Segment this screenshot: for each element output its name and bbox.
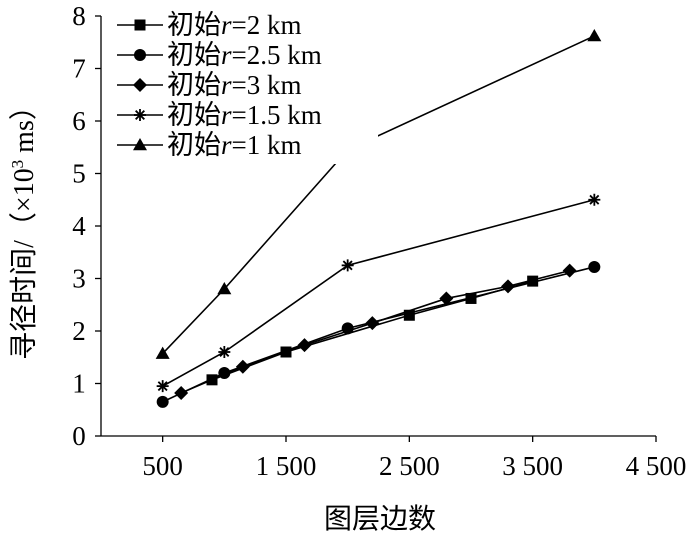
legend-marker [133, 78, 147, 92]
x-tick-label: 500 [142, 451, 183, 481]
data-point [562, 263, 577, 278]
y-tick-label: 6 [72, 106, 86, 136]
series-layer [155, 28, 602, 408]
data-point [297, 338, 312, 353]
legend-background [110, 4, 378, 164]
data-point [174, 385, 189, 400]
x-tick-label: 3 500 [502, 451, 563, 481]
series-line [162, 266, 595, 403]
series-circle [156, 260, 601, 408]
data-point [501, 279, 515, 294]
y-tick-label: 5 [72, 159, 86, 189]
y-tick-label: 8 [72, 1, 86, 31]
data-point [155, 346, 170, 359]
series-line [162, 35, 595, 355]
y-tick-label: 0 [72, 421, 86, 451]
legend-label: 初始r=3 km [167, 70, 302, 100]
data-point [341, 259, 354, 272]
legend-label: 初始r=1.5 km [167, 100, 322, 130]
x-tick-label: 2 500 [379, 451, 440, 481]
data-point [218, 346, 231, 358]
series-diamond [174, 263, 577, 400]
legend-item: 初始r=1 km [117, 130, 302, 160]
series-line [211, 280, 533, 381]
legend-item: 初始r=2 km [117, 10, 302, 40]
data-point [588, 260, 601, 273]
axes-layer: 0 1 2 3 4 5 6 7 8 500 1 500 2 500 3 500 4 500 [72, 1, 686, 481]
data-point [365, 316, 380, 331]
data-point [235, 359, 250, 374]
y-axis-title-sup: 3 [8, 160, 27, 169]
legend-item: 初始r=1.5 km [117, 100, 322, 130]
series-star [156, 193, 601, 393]
legend-marker [134, 49, 146, 61]
x-axis-title: 图层边数 [324, 503, 436, 535]
legend-marker [133, 138, 147, 151]
y-tick-label: 3 [72, 264, 86, 294]
y-tick-label: 1 [72, 369, 86, 399]
data-point [156, 380, 169, 393]
data-point [527, 275, 539, 287]
legend-label: 初始r=1 km [167, 130, 302, 160]
y-axis-title-tail: ms） [8, 92, 40, 160]
data-point [588, 193, 601, 206]
legend-item: 初始r=2.5 km [117, 40, 322, 70]
y-axis-title: 寻径时间/（×103 ms） [8, 92, 40, 360]
y-tick-label: 7 [72, 54, 86, 84]
legend-marker [134, 19, 146, 31]
legend-label: 初始r=2 km [167, 10, 302, 40]
legend-item: 初始r=3 km [117, 70, 302, 100]
data-point [439, 291, 454, 306]
x-tick-label: 4 500 [626, 451, 687, 481]
y-tick-label: 2 [72, 316, 86, 346]
data-point [587, 28, 602, 42]
legend-label: 初始r=2.5 km [167, 40, 322, 70]
legend-marker [134, 109, 146, 121]
y-tick-label: 4 [72, 211, 86, 241]
series-line [162, 198, 595, 387]
data-point [403, 309, 415, 321]
y-axis-title-main: 寻径时间/（×10 [8, 168, 40, 360]
data-point [217, 282, 232, 295]
data-point [156, 395, 169, 408]
x-tick-label: 1 500 [256, 451, 317, 481]
